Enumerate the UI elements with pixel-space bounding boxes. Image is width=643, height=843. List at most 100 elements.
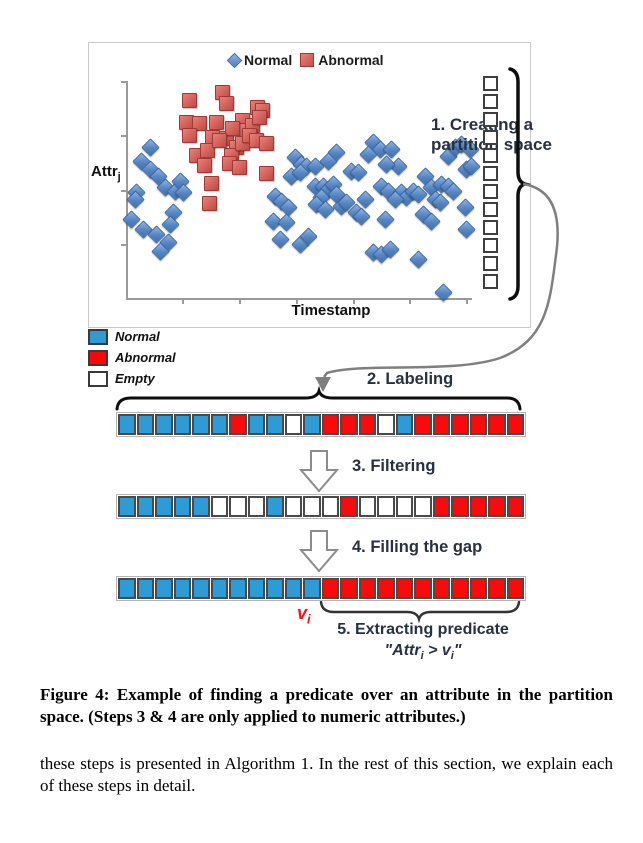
partition-cell: [266, 414, 284, 435]
partition-cell: [432, 578, 450, 599]
x-axis-tick: [182, 299, 184, 304]
partition-square: [483, 166, 498, 181]
point-normal: [409, 250, 428, 269]
point-abnormal: [209, 115, 224, 130]
side-legend-item-normal: Normal: [88, 328, 176, 345]
partition-cell: [451, 414, 469, 435]
partition-cell: [377, 578, 395, 599]
partition-cell: [136, 578, 154, 599]
partition-cell: [488, 578, 506, 599]
partition-cell: [192, 414, 210, 435]
point-normal: [456, 198, 475, 217]
partition-cell: [192, 496, 210, 517]
partition-cell: [395, 496, 413, 517]
partition-cell: [340, 496, 358, 517]
side-legend-empty-label: Empty: [115, 371, 155, 386]
point-normal: [277, 213, 296, 232]
partition-cell: [506, 414, 524, 435]
partition-cell: [303, 414, 321, 435]
predicate-under-brace: [319, 600, 521, 624]
point-normal: [434, 283, 453, 302]
partition-cell: [451, 578, 469, 599]
abnormal-swatch-icon: [88, 349, 108, 366]
partition-cell: [451, 496, 469, 517]
partition-cell: [340, 414, 358, 435]
partition-cell: [155, 414, 173, 435]
point-abnormal: [197, 158, 212, 173]
partition-cell: [303, 496, 321, 517]
partition-square: [483, 130, 498, 145]
partition-cell: [321, 578, 339, 599]
y-axis-tick: [121, 135, 126, 137]
partition-cell: [173, 496, 191, 517]
partition-cell: [136, 414, 154, 435]
x-axis-tick: [239, 299, 241, 304]
point-abnormal: [252, 110, 267, 125]
partition-cell: [266, 578, 284, 599]
step4-label: 4. Filling the gap: [352, 538, 483, 556]
point-abnormal: [219, 96, 234, 111]
point-abnormal: [200, 143, 215, 158]
partition-cell: [358, 496, 376, 517]
partition-row-filtering: [116, 494, 526, 519]
y-axis-subscript: j: [117, 171, 121, 183]
point-normal: [457, 220, 476, 239]
chart-legend: Normal Abnormal: [226, 52, 384, 68]
normal-swatch-icon: [88, 328, 108, 345]
partition-cell: [506, 578, 524, 599]
partition-cell: [284, 496, 302, 517]
partition-square: [483, 184, 498, 199]
partition-square: [483, 76, 498, 91]
partition-cell: [136, 496, 154, 517]
point-abnormal: [225, 121, 240, 136]
partition-cell: [155, 496, 173, 517]
point-abnormal: [182, 93, 197, 108]
side-legend-item-abnormal: Abnormal: [88, 349, 176, 366]
partition-cell: [414, 496, 432, 517]
partition-cell: [118, 496, 136, 517]
partition-cell: [432, 414, 450, 435]
legend-item-abnormal: Abnormal: [300, 52, 384, 68]
partition-cell: [210, 414, 228, 435]
partition-square: [483, 148, 498, 163]
step2-label: 2. Labeling: [367, 370, 454, 388]
partition-space-column: [483, 76, 498, 289]
partition-cell: [155, 578, 173, 599]
legend-abnormal-label: Abnormal: [318, 52, 384, 68]
x-axis-tick: [296, 299, 298, 304]
partition-square: [483, 238, 498, 253]
partition-cell: [173, 578, 191, 599]
y-axis-label: Attrj: [91, 163, 121, 183]
empty-swatch-icon: [88, 370, 108, 387]
partition-cell: [247, 578, 265, 599]
partition-cell: [229, 578, 247, 599]
boundary-value-subscript: i: [307, 611, 311, 627]
partition-cell: [247, 496, 265, 517]
point-abnormal: [182, 128, 197, 143]
point-abnormal: [202, 196, 217, 211]
partition-cell: [377, 496, 395, 517]
y-axis-tick: [121, 244, 126, 246]
legend-normal-label: Normal: [244, 52, 293, 68]
partition-cell: [247, 414, 265, 435]
partition-cell: [488, 414, 506, 435]
partition-cell: [340, 578, 358, 599]
partition-cell: [210, 578, 228, 599]
x-axis: [126, 298, 472, 300]
partition-cell: [118, 414, 136, 435]
point-normal: [376, 210, 395, 229]
partition-cell: [488, 496, 506, 517]
partition-cell: [358, 414, 376, 435]
point-normal: [271, 230, 290, 249]
side-legend-normal-label: Normal: [115, 329, 160, 344]
partition-cell: [321, 496, 339, 517]
flow-arrowhead-icon: [315, 377, 331, 392]
y-axis: [126, 81, 128, 299]
partition-cell: [469, 578, 487, 599]
partition-cell: [303, 578, 321, 599]
partition-square: [483, 112, 498, 127]
point-abnormal: [192, 116, 207, 131]
partition-cell: [469, 496, 487, 517]
partition-square: [483, 274, 498, 289]
down-arrow-icon: [299, 450, 339, 492]
